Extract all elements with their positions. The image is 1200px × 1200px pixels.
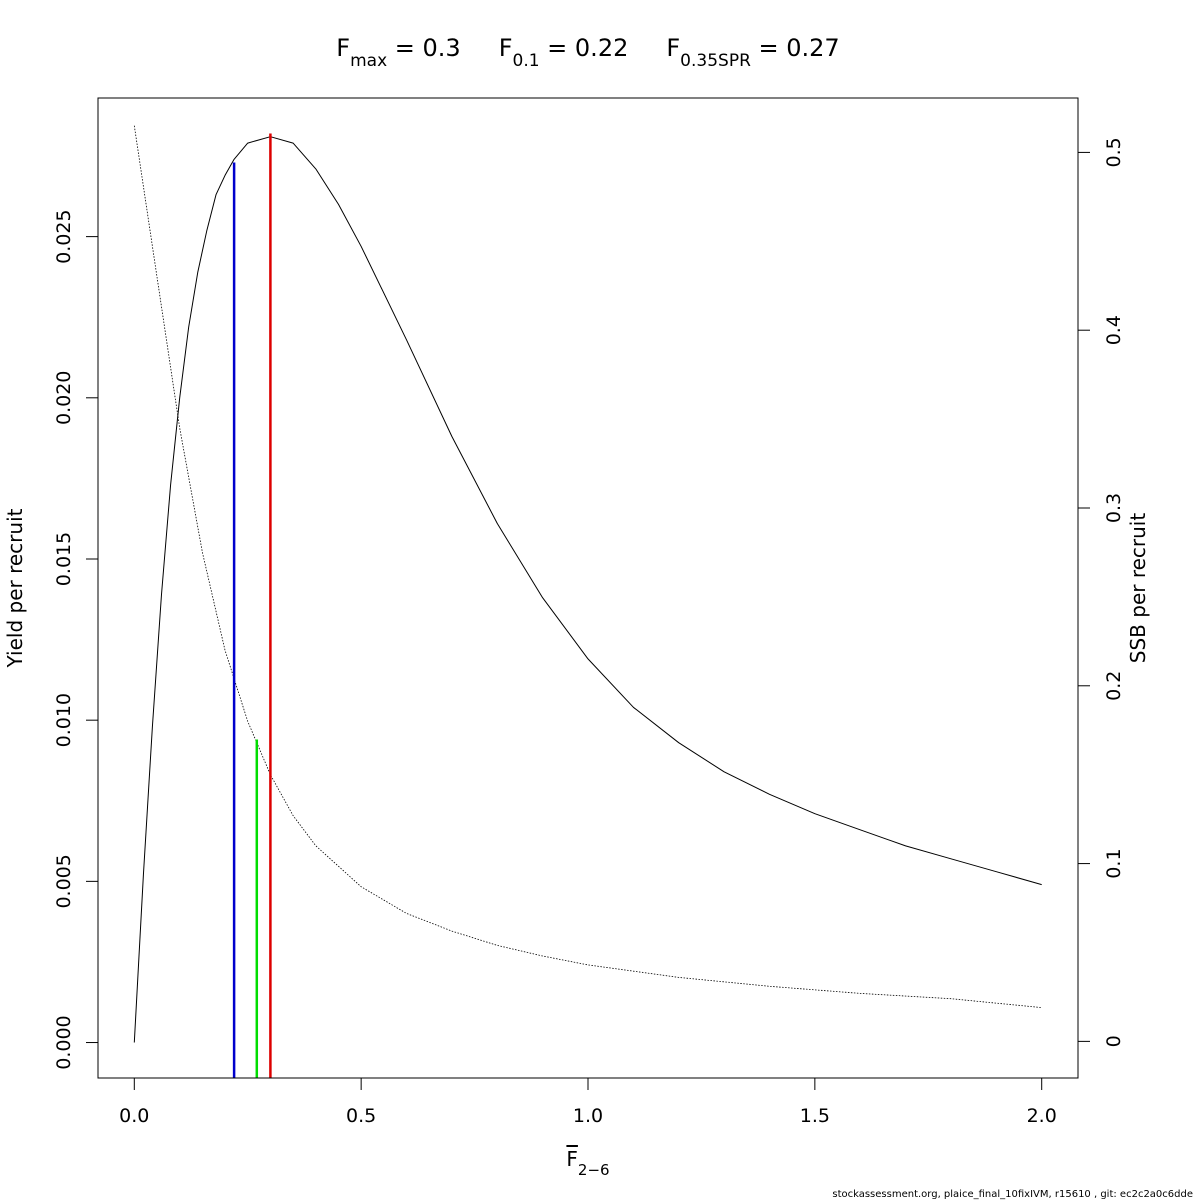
title-part: F xyxy=(499,34,513,62)
y2-axis-label: SSB per recruit xyxy=(1126,513,1150,664)
title-part-sub: 0.1 xyxy=(513,51,540,71)
y2-tick-label: 0.2 xyxy=(1103,671,1125,701)
x-tick-label: 0.5 xyxy=(346,1105,376,1127)
title-part-value: = 0.3 xyxy=(387,34,461,62)
x-axis-label: F2−6 xyxy=(566,1147,609,1179)
y-axis-label: Yield per recruit xyxy=(3,508,27,668)
x-tick-label: 1.0 xyxy=(573,1105,603,1127)
axes: 0.0 0.5 1.0 1.5 2.0 0.000 0.005 0.010 0.015 0.020… xyxy=(53,137,1125,1127)
title-part-sub: 0.35SPR xyxy=(680,51,751,71)
title-part-value: = 0.22 xyxy=(540,34,629,62)
title-part: F xyxy=(336,34,350,62)
title-part-value: = 0.27 xyxy=(751,34,840,62)
y-tick-label: 0.000 xyxy=(53,1015,75,1069)
y-tick-label: 0.025 xyxy=(53,209,75,263)
y2-tick-label: 0.1 xyxy=(1103,848,1125,878)
plot-frame xyxy=(97,97,1079,1079)
y-tick-label: 0.020 xyxy=(53,371,75,425)
y2-tick-label: 0.3 xyxy=(1103,493,1125,523)
chart-title: Fmax = 0.3 F0.1 = 0.22 F0.35SPR = 0.27 xyxy=(336,34,839,71)
footnote: stockassessment.org, plaice_final_10fixI… xyxy=(832,1189,1193,1200)
plot-marks xyxy=(133,125,1042,1078)
y2-tick-label: 0.4 xyxy=(1103,315,1125,345)
title-part: F xyxy=(666,34,680,62)
x-axis-label-sub: 2−6 xyxy=(578,1161,610,1179)
y-tick-label: 0.015 xyxy=(53,532,75,586)
x-axis-label-main: F xyxy=(566,1147,578,1171)
y2-tick-label: 0 xyxy=(1103,1035,1125,1047)
x-tick-label: 2.0 xyxy=(1027,1105,1057,1127)
y2-tick-label: 0.5 xyxy=(1103,137,1125,167)
ssb-per-recruit-line xyxy=(133,125,1042,1008)
title-part-sub: max xyxy=(350,51,387,71)
x-tick-label: 1.5 xyxy=(800,1105,830,1127)
yield-per-recruit-line xyxy=(133,136,1042,1043)
y-tick-label: 0.005 xyxy=(53,854,75,908)
y-tick-label: 0.010 xyxy=(53,693,75,747)
x-tick-label: 0.0 xyxy=(119,1105,149,1127)
